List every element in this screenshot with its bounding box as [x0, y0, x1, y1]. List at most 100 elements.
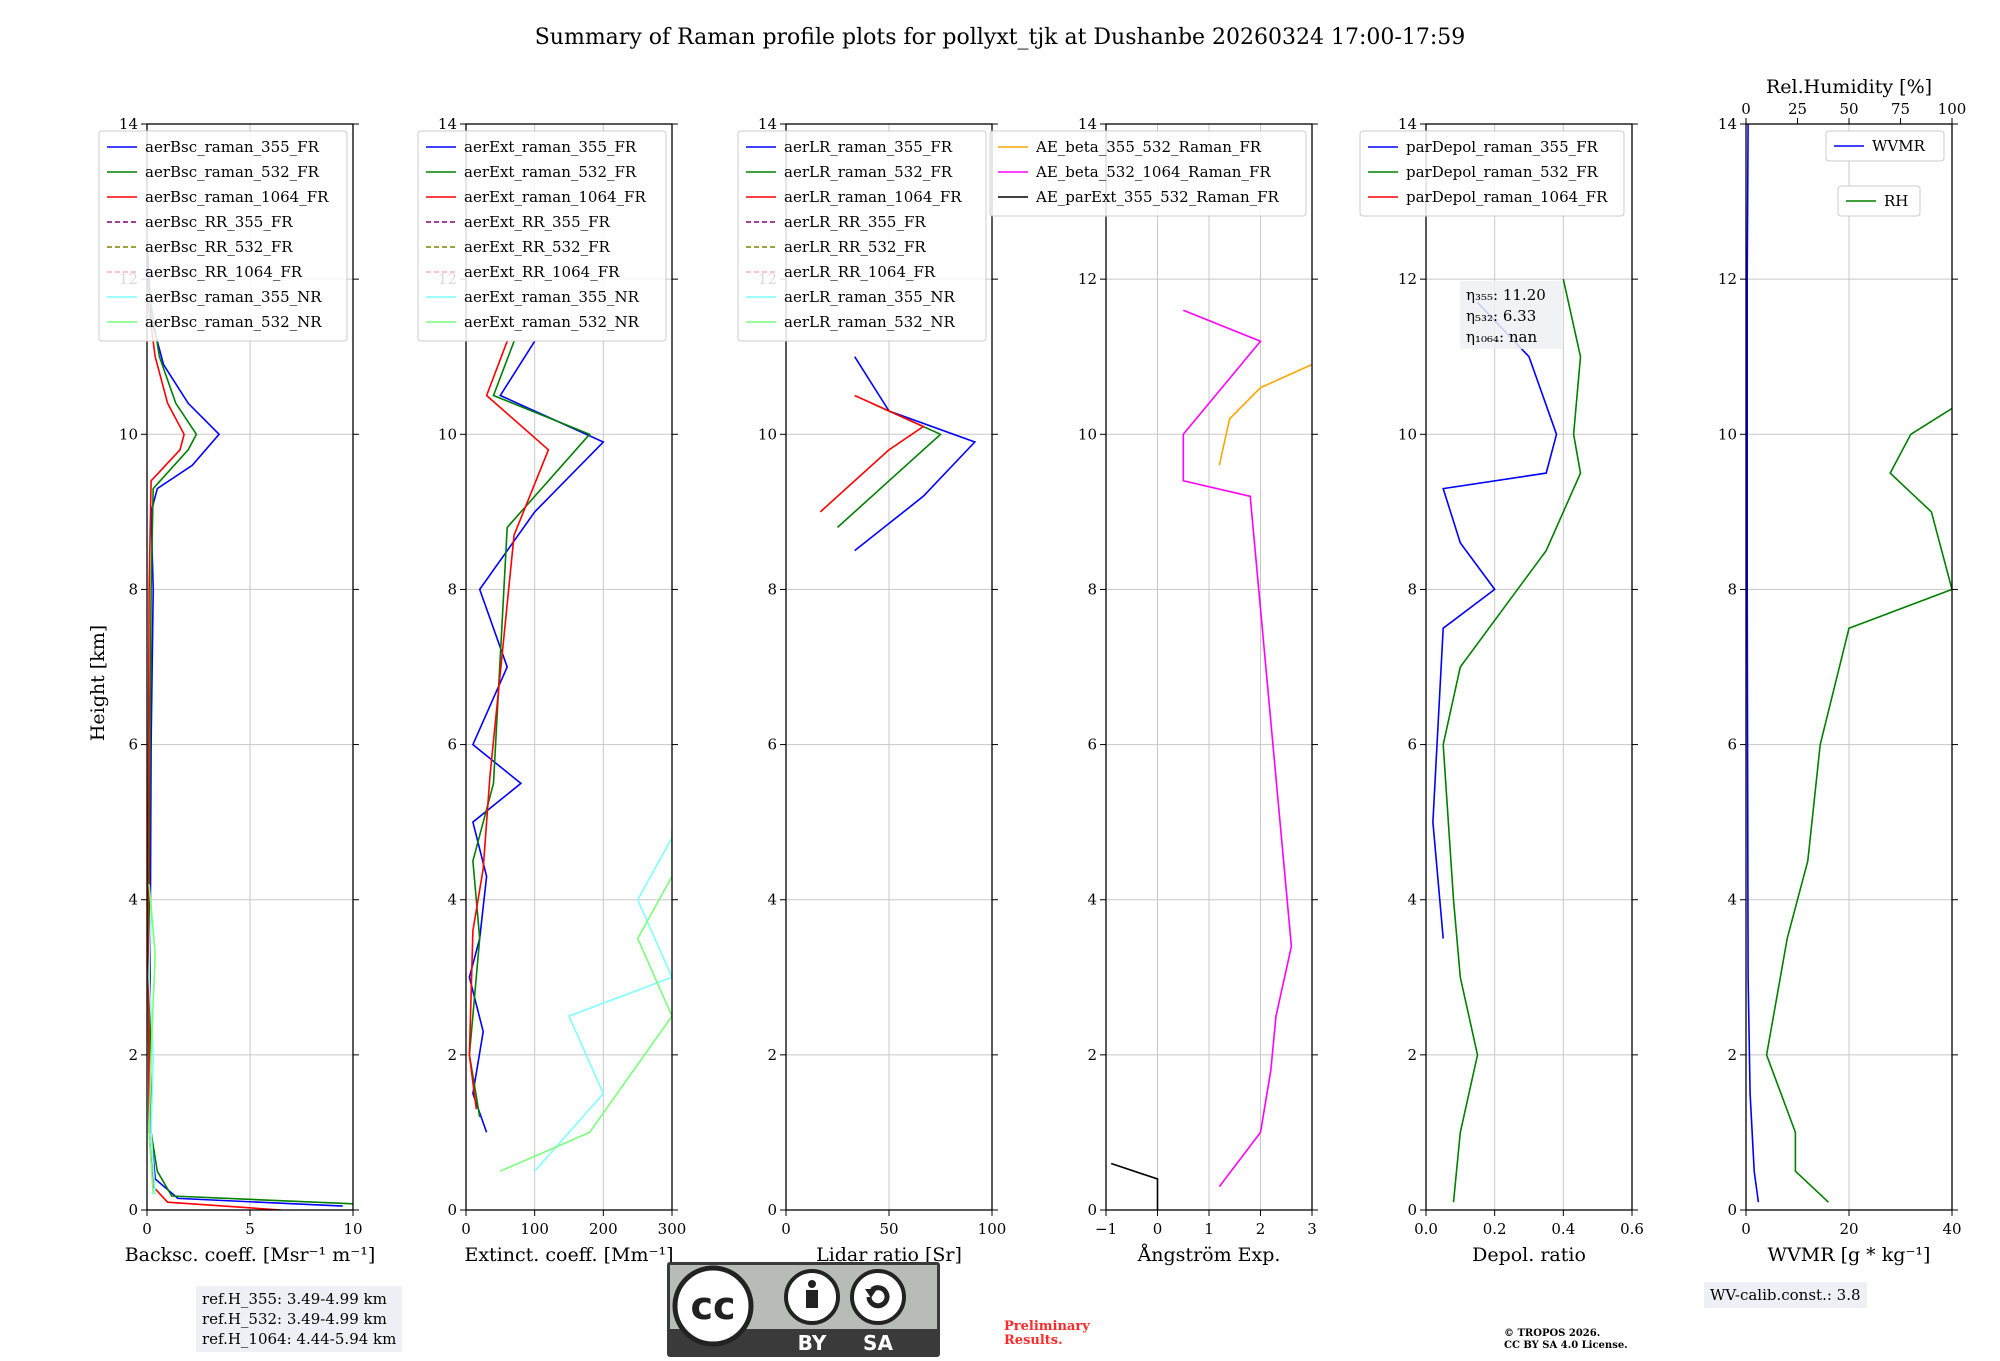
y-tick-label: 10	[438, 425, 457, 443]
y-tick-label: 2	[1407, 1046, 1417, 1064]
y-tick-label: 0	[767, 1201, 777, 1219]
legend-entry: aerLR_raman_532_NR	[784, 313, 955, 331]
wv-calibration-box: WV-calib.const.: 3.8	[1704, 1282, 1867, 1308]
x-tick-label: 300	[658, 1220, 687, 1238]
x-tick-label: 0	[461, 1220, 471, 1238]
y-tick-label: 6	[1407, 736, 1417, 754]
y-tick-label: 8	[1087, 580, 1097, 598]
x-tick-label: 50	[879, 1220, 898, 1238]
top-tick-label: 100	[1938, 100, 1967, 118]
x-tick-label: 100	[520, 1220, 549, 1238]
y-tick-label: 6	[1727, 736, 1737, 754]
legend-entry: aerExt_raman_355_FR	[464, 138, 637, 156]
series-aerExt_raman_1064_FR	[468, 340, 550, 1110]
top-tick-label: 0	[1741, 100, 1751, 118]
legend-entry: aerBsc_raman_355_NR	[145, 288, 322, 306]
legend-entry: aerLR_RR_1064_FR	[784, 263, 936, 281]
y-tick-label: 14	[1398, 115, 1417, 133]
series-aerLR_raman_1064_FR	[819, 394, 925, 513]
y-tick-label: 10	[119, 425, 138, 443]
series-AE_beta_355_532_Raman_FR	[1218, 363, 1312, 466]
y-tick-label: 8	[767, 580, 777, 598]
y-tick-label: 4	[1727, 891, 1737, 909]
legend-entry: AE_parExt_355_532_Raman_FR	[1035, 188, 1280, 206]
legend-box	[417, 130, 667, 342]
x-tick-label: 0	[1153, 1220, 1163, 1238]
y-tick-label: 14	[1078, 115, 1097, 133]
y-tick-label: 4	[1407, 891, 1417, 909]
figure-title: Summary of Raman profile plots for polly…	[535, 25, 1466, 50]
ref-height-1064: ref.H_1064: 4.44-5.94 km	[202, 1330, 397, 1348]
series-parDepol_raman_532_FR	[1442, 278, 1582, 1203]
x-tick-label: 20	[1839, 1220, 1858, 1238]
x-tick-label: 200	[589, 1220, 618, 1238]
panel-depolarization: 0.0 0.2 0.4 0.6 0 2 4 6 8 10 12 14 Depol. ratio parDe…	[1359, 115, 1644, 1266]
y-tick-label: 0	[1727, 1201, 1737, 1219]
y-tick-label: 12	[1718, 270, 1737, 288]
x-axis-label: Lidar ratio [Sr]	[816, 1244, 962, 1266]
x-tick-label: 3	[1307, 1220, 1317, 1238]
y-tick-label: 6	[767, 736, 777, 754]
legend-entry: WVMR	[1872, 137, 1926, 155]
legend-entry: aerLR_raman_532_FR	[784, 163, 953, 181]
legend-entry: parDepol_raman_532_FR	[1406, 163, 1599, 181]
preliminary-note: Preliminary Results.	[1004, 1320, 1090, 1348]
by-label: BY	[798, 1331, 827, 1355]
y-tick-label: 2	[128, 1046, 138, 1064]
preliminary-line-1: Preliminary	[1004, 1319, 1090, 1334]
x-tick-label: 0.6	[1620, 1220, 1644, 1238]
y-tick-label: 0	[1407, 1201, 1417, 1219]
series-aerLR_raman_355_FR	[854, 356, 977, 552]
eta-annotation: η₁₀₆₄: nan	[1466, 328, 1537, 346]
y-tick-label: 8	[1727, 580, 1737, 598]
copyright-note: © TROPOS 2026. CC BY SA 4.0 License.	[1504, 1328, 1628, 1352]
panel-backscatter: 051002468101214Backsc. coeff. [Msr⁻¹ m⁻¹…	[98, 115, 376, 1266]
panels: 051002468101214Backsc. coeff. [Msr⁻¹ m⁻¹…	[98, 76, 1967, 1266]
x-axis-label: Backsc. coeff. [Msr⁻¹ m⁻¹]	[125, 1244, 376, 1266]
y-tick-label: 10	[1398, 425, 1417, 443]
series-WVMR	[1746, 124, 1760, 1203]
series-aerBsc_raman_532_NR	[148, 884, 157, 1195]
y-tick-label: 10	[758, 425, 777, 443]
y-tick-label: 2	[447, 1046, 457, 1064]
x-tick-label: 10	[343, 1220, 362, 1238]
legend-entry: aerLR_RR_532_FR	[784, 238, 926, 256]
copyright-line-1: © TROPOS 2026.	[1504, 1328, 1601, 1339]
top-axis-label: Rel.Humidity [%]	[1766, 76, 1932, 98]
legend-box	[98, 130, 348, 342]
x-tick-label: 0	[781, 1220, 791, 1238]
legend-box	[989, 130, 1307, 217]
y-tick-label: 10	[1078, 425, 1097, 443]
reference-height-box: ref.H_355: 3.49-4.99 km ref.H_532: 3.49-…	[196, 1286, 403, 1352]
x-tick-label: 0.4	[1551, 1220, 1575, 1238]
cc-license-badge: cc BY SA	[667, 1262, 940, 1357]
y-tick-label: 8	[447, 580, 457, 598]
legend-entry: AE_beta_532_1064_Raman_FR	[1035, 163, 1271, 181]
legend-entry: aerLR_raman_1064_FR	[784, 188, 962, 206]
x-tick-label: 1	[1204, 1220, 1214, 1238]
series-AE_beta_532_1064_Raman_FR	[1182, 309, 1293, 1188]
legend-box	[1825, 130, 1945, 162]
y-tick-label: 6	[1087, 736, 1097, 754]
x-tick-label: 0.0	[1414, 1220, 1438, 1238]
y-tick-label: 0	[1087, 1201, 1097, 1219]
legend-entry: aerExt_raman_1064_FR	[464, 188, 646, 206]
top-tick-label: 25	[1788, 100, 1807, 118]
x-tick-label: 40	[1942, 1220, 1961, 1238]
panel-water_vapor: 0 20 40 0 2 4 6 8 10 12 14 WVMR [g * kg⁻¹] 0 25 50 75 10…	[1718, 76, 1967, 1266]
legend-entry: parDepol_raman_1064_FR	[1406, 188, 1608, 206]
x-axis-label: Depol. ratio	[1472, 1244, 1586, 1266]
legend-entry: aerExt_RR_1064_FR	[464, 263, 620, 281]
legend-entry: aerBsc_raman_532_FR	[145, 163, 320, 181]
legend-entry: aerExt_raman_532_FR	[464, 163, 637, 181]
wv-calib-const: WV-calib.const.: 3.8	[1710, 1286, 1861, 1304]
legend-entry: aerBsc_raman_1064_FR	[145, 188, 329, 206]
y-tick-label: 4	[447, 891, 457, 909]
series-AE_parExt_355_532_Raman_FR	[1110, 1162, 1159, 1210]
panel-extinction: 010020030002468101214Extinct. coeff. [Mm…	[417, 115, 687, 1266]
cc-logo-text: cc	[690, 1284, 735, 1328]
x-tick-label: 2	[1256, 1220, 1266, 1238]
x-axis-label: Ångström Exp.	[1137, 1244, 1281, 1266]
